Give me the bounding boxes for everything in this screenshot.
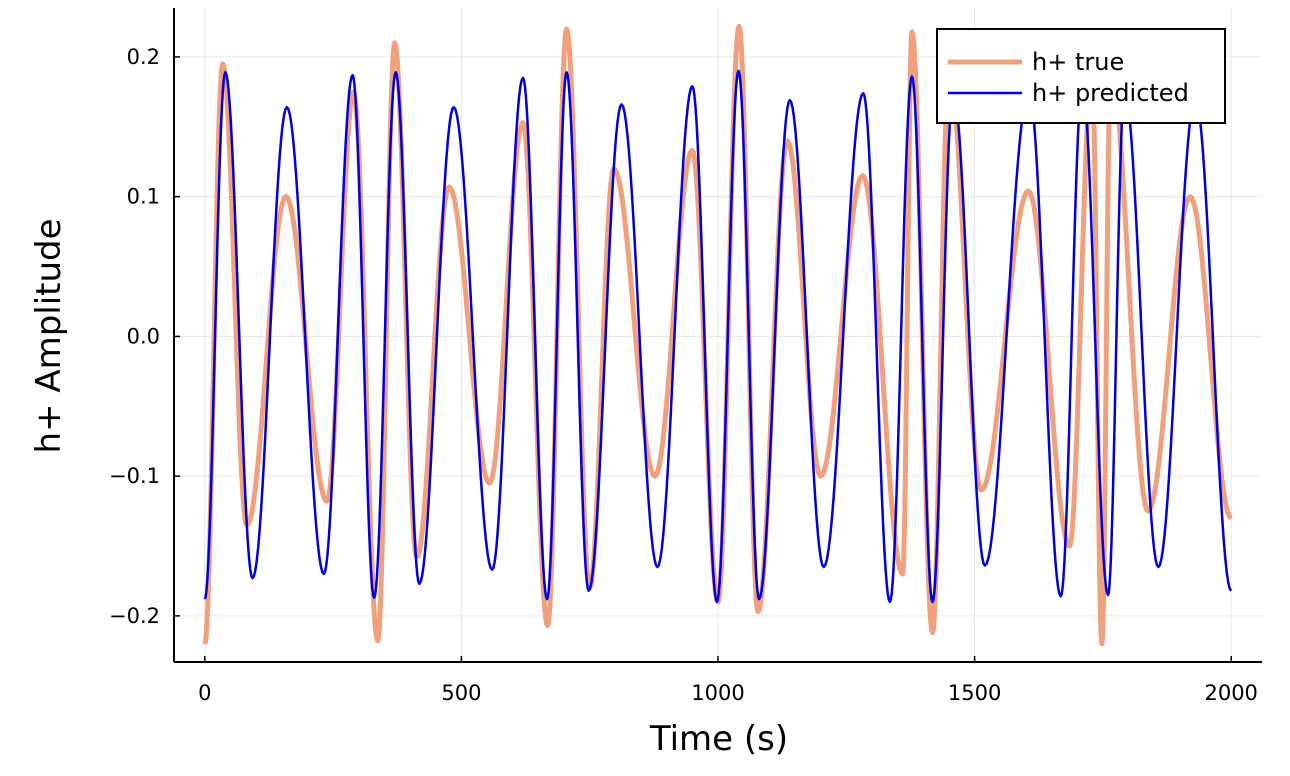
y-tick-label: −0.2 (109, 604, 160, 628)
x-tick-label: 1000 (691, 681, 744, 705)
x-tick-label: 1500 (948, 681, 1001, 705)
y-tick-label: −0.1 (109, 464, 160, 488)
y-tick-label: 0.2 (127, 45, 160, 69)
y-axis-title: h+ Amplitude (29, 218, 69, 453)
legend-label-h-predicted: h+ predicted (1032, 79, 1189, 107)
legend: h+ true h+ predicted (936, 28, 1226, 124)
series-line-h-predicted (203, 69, 1233, 604)
y-tick-label: 0.0 (127, 324, 160, 348)
ticks: 0 500 1000 1500 2000 −0.2 −0.1 0.0 0.1 0.2 (109, 45, 1258, 705)
x-axis-title: Time (s) (649, 719, 788, 759)
y-tick-label: 0.1 (127, 185, 160, 209)
x-tick-label: 0 (198, 681, 211, 705)
legend-label-h-true: h+ true (1032, 48, 1124, 76)
legend-box (936, 28, 1226, 124)
x-tick-label: 2000 (1204, 681, 1257, 705)
series-layer (202, 23, 1233, 647)
x-tick-label: 500 (441, 681, 481, 705)
